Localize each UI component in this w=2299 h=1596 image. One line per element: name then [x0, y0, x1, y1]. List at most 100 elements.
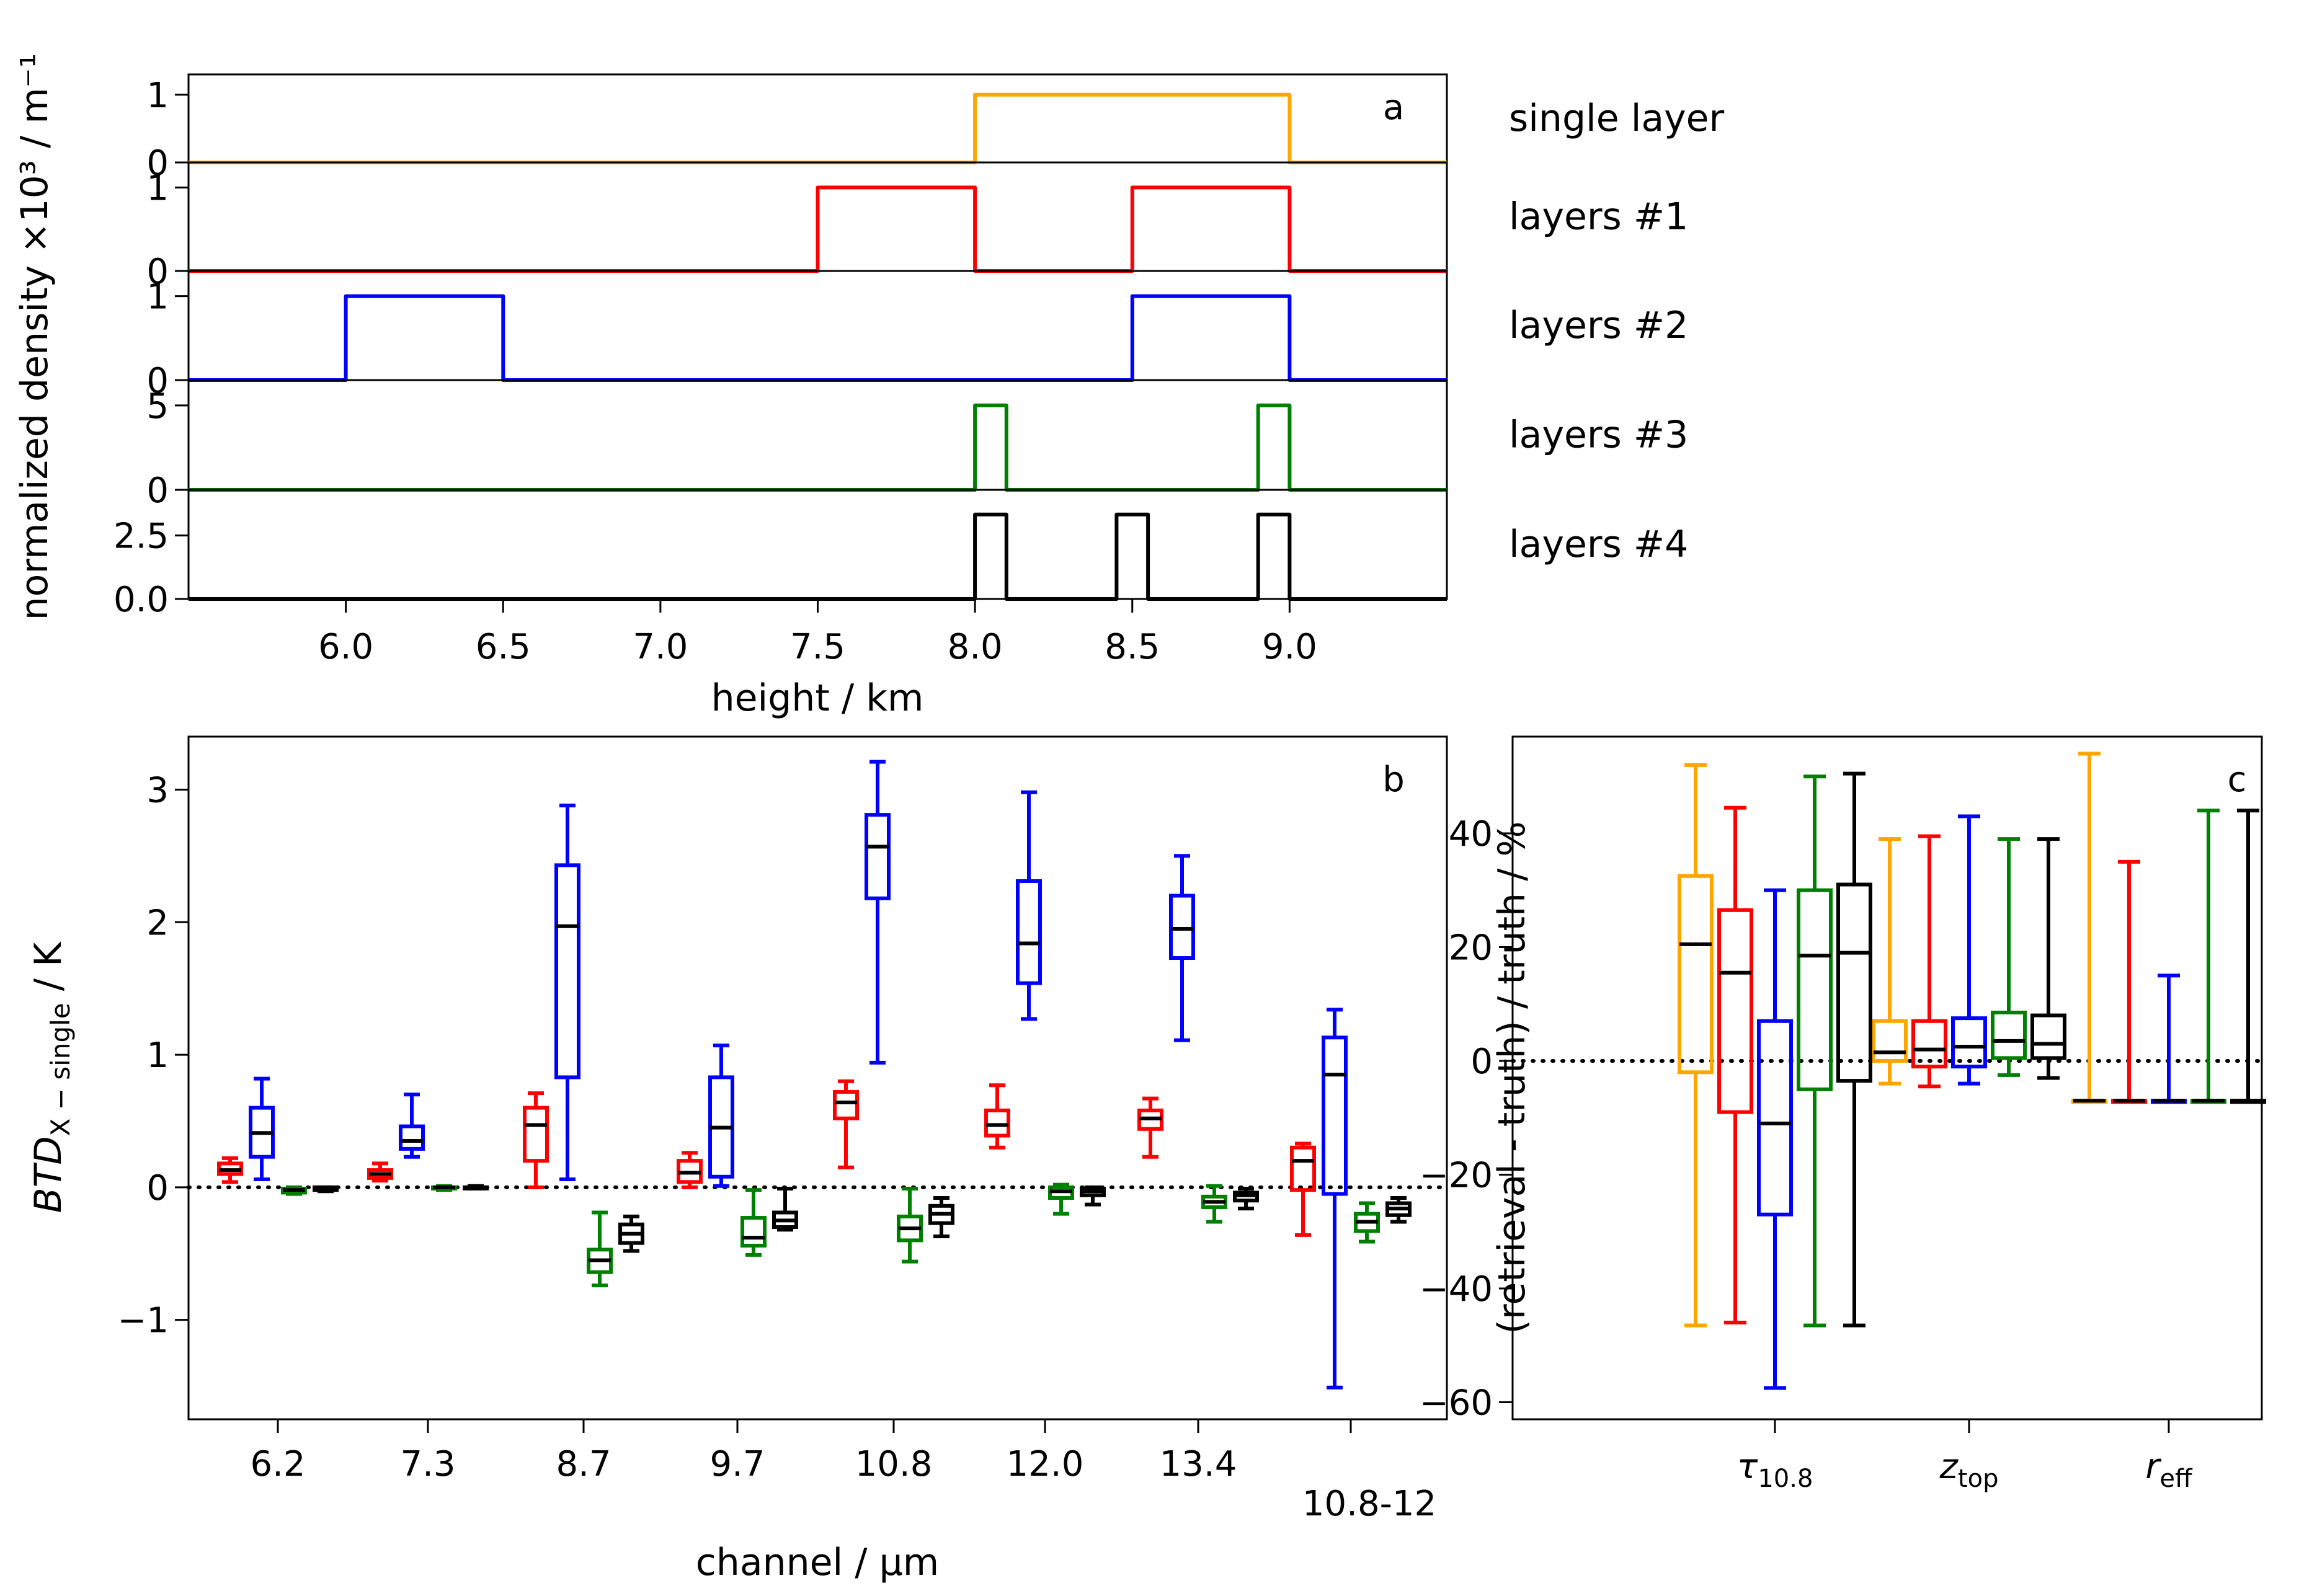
series-layers-2 [249, 760, 1348, 1390]
panel-letter-c: c [2228, 760, 2247, 800]
y-tick-label: −1 [117, 1301, 169, 1341]
box-9.7 [708, 1044, 734, 1188]
iqr-box [554, 863, 580, 1080]
box-r-eff [2111, 859, 2147, 1104]
x-tick-label: 6.5 [476, 627, 531, 667]
box-z-top [1951, 814, 1987, 1086]
x-tick-label-main: z [1939, 1447, 1959, 1487]
y-tick-label: −60 [1420, 1383, 1493, 1423]
iqr-box [1169, 893, 1195, 960]
iqr-box [1836, 882, 1872, 1083]
box-7.3 [367, 1161, 393, 1183]
density-profile-line [189, 92, 1447, 164]
y-tick-label: 0 [146, 1168, 169, 1208]
box-z-top [2030, 837, 2066, 1080]
y-tick-label: 5 [146, 386, 169, 427]
y-tick-label: −20 [1420, 1155, 1493, 1195]
y-tick-label: 1 [146, 168, 169, 208]
y-tick-label: 0 [146, 143, 169, 184]
box-10.8 [833, 1079, 859, 1169]
x-tick-label: 10.8 [855, 1444, 933, 1484]
x-tick-label-main: r [2145, 1447, 2161, 1487]
x-tick-label: 12.0 [1007, 1444, 1084, 1484]
series-layers-1 [217, 1079, 1316, 1237]
box-z-top [1872, 837, 1908, 1086]
iqr-box [740, 1216, 767, 1248]
subplot-a-2: 0 1 layers #1 [146, 161, 1688, 292]
box-13.4 [1233, 1187, 1259, 1211]
y-axis-label: BTDX − single / K [27, 941, 76, 1213]
box-10.8 [928, 1195, 954, 1238]
y-axis-label: (retrieval - truth) / truth / % [1490, 822, 1534, 1334]
box-10.8 [865, 760, 891, 1065]
box-τ-10.8 [1717, 805, 1753, 1325]
x-tick-label: τ10.8 [1737, 1447, 1813, 1493]
density-profile-line [189, 294, 1447, 382]
y-tick-label: −40 [1420, 1269, 1493, 1310]
subplot-frame [187, 270, 1448, 381]
box-8.7 [587, 1210, 613, 1288]
x-tick-label: 13.4 [1160, 1444, 1237, 1484]
iqr-box [833, 1089, 859, 1120]
box-12.0 [1080, 1185, 1106, 1207]
y-axis-label-main: BTD [27, 1136, 70, 1213]
y-axis-label: normalized density ×10³ / m⁻¹ [13, 53, 56, 621]
x-tick-label: reff [2145, 1447, 2193, 1493]
box-13.4 [1201, 1184, 1227, 1224]
box-z-top [1911, 834, 1947, 1089]
box-6.2 [249, 1076, 275, 1182]
box-τ-10.8 [1797, 774, 1833, 1328]
box-10.8 [897, 1187, 923, 1264]
iqr-box [1757, 1019, 1793, 1217]
iqr-box [1911, 1019, 1947, 1069]
iqr-box [399, 1124, 425, 1151]
y-tick-label: 1 [146, 76, 169, 116]
series-layers-1 [1717, 805, 2147, 1325]
box-7.3 [463, 1184, 489, 1191]
iqr-box [1322, 1035, 1348, 1196]
box-8.7 [523, 1091, 549, 1189]
x-axis-label: height / km [711, 676, 924, 720]
density-profile-line [189, 403, 1447, 492]
box-10.8-12 [1322, 1008, 1348, 1390]
box-6.2 [281, 1185, 307, 1196]
iqr-box [1797, 888, 1833, 1091]
iqr-box [1290, 1145, 1316, 1192]
box-10.8-12 [1385, 1195, 1412, 1224]
y-axis-label-unit: / K [27, 941, 70, 1003]
box-9.7 [740, 1188, 767, 1257]
box-7.3 [399, 1093, 425, 1159]
box-9.7 [772, 1187, 798, 1232]
panel-c: −60 −40 −20 0 20 40 τ10.8 ztop reff (retrieval - … [1420, 735, 2266, 1493]
panel-letter-a: a [1383, 87, 1404, 128]
iqr-box [1717, 908, 1753, 1114]
y-tick-label: 1 [146, 1035, 169, 1076]
series-layers-4 [313, 1184, 1412, 1253]
panel-letter-b: b [1382, 760, 1405, 800]
plot-frame [1511, 735, 2263, 1421]
density-profile-line [189, 512, 1447, 601]
row-label: layers #3 [1509, 414, 1688, 457]
box-12.0 [1048, 1182, 1074, 1216]
x-tick-label: 6.2 [250, 1444, 305, 1484]
y-tick-label: 2 [146, 903, 169, 943]
subplot-a-3: 0 1 layers #2 [146, 270, 1688, 401]
x-axis-label: channel / μm [696, 1541, 939, 1584]
y-tick-label: 0 [146, 252, 169, 292]
row-label: single layer [1509, 97, 1725, 140]
box-r-eff [2190, 809, 2226, 1104]
x-tick-label-sub: top [1958, 1465, 1999, 1493]
box-z-top [1991, 837, 2027, 1077]
box-13.4 [1137, 1096, 1163, 1159]
subplot-a-4: 0 5 layers #3 [146, 379, 1688, 511]
x-tick-label: ztop [1939, 1447, 1999, 1493]
iqr-box [1678, 874, 1714, 1075]
box-τ-10.8 [1757, 888, 1793, 1390]
x-tick-label-sub: eff [2159, 1465, 2193, 1493]
box-12.0 [984, 1083, 1010, 1150]
iqr-box [1951, 1016, 1987, 1069]
box-13.4 [1169, 854, 1195, 1042]
box-10.8-12 [1290, 1142, 1316, 1237]
